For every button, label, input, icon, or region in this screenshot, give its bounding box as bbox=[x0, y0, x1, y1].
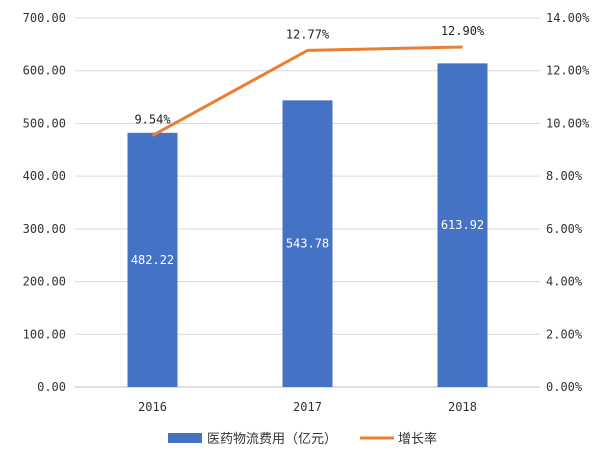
right-tick-label: 4.00% bbox=[546, 275, 583, 289]
right-tick-label: 14.00% bbox=[546, 11, 590, 25]
left-tick-label: 100.00 bbox=[23, 327, 66, 341]
right-tick-label: 8.00% bbox=[546, 169, 583, 183]
left-tick-label: 300.00 bbox=[23, 222, 66, 236]
line-data-label: 12.77% bbox=[286, 27, 330, 41]
growth-rate-line bbox=[151, 45, 463, 137]
bar-data-label: 482.22 bbox=[131, 253, 174, 267]
right-tick-label: 10.00% bbox=[546, 116, 590, 130]
legend-label-line: 增长率 bbox=[398, 431, 437, 447]
right-tick-label: 12.00% bbox=[546, 64, 590, 78]
left-tick-label: 400.00 bbox=[23, 169, 66, 183]
line-data-label: 12.90% bbox=[441, 24, 485, 38]
left-tick-label: 200.00 bbox=[23, 275, 66, 289]
legend-swatch-bar bbox=[168, 433, 202, 443]
right-tick-label: 2.00% bbox=[546, 327, 583, 341]
legend: 医药物流费用（亿元） 增长率 bbox=[168, 431, 437, 447]
bar-2017 bbox=[282, 100, 333, 388]
right-tick-label: 0.00% bbox=[546, 380, 583, 394]
legend-label-bar: 医药物流费用（亿元） bbox=[207, 432, 337, 447]
left-tick-label: 0.00 bbox=[37, 380, 66, 394]
x-tick-label: 2016 bbox=[138, 400, 167, 414]
bar-data-label: 613.92 bbox=[441, 218, 484, 232]
bar-2018 bbox=[437, 63, 488, 387]
bar-2016 bbox=[127, 132, 178, 387]
x-tick-label: 2018 bbox=[448, 400, 477, 414]
left-tick-label: 700.00 bbox=[23, 11, 66, 25]
right-tick-label: 6.00% bbox=[546, 222, 583, 236]
left-tick-label: 500.00 bbox=[23, 116, 66, 130]
left-tick-label: 600.00 bbox=[23, 64, 66, 78]
line-data-label: 9.54% bbox=[134, 113, 171, 127]
bar-data-label: 543.78 bbox=[286, 237, 329, 251]
x-tick-label: 2017 bbox=[293, 400, 322, 414]
